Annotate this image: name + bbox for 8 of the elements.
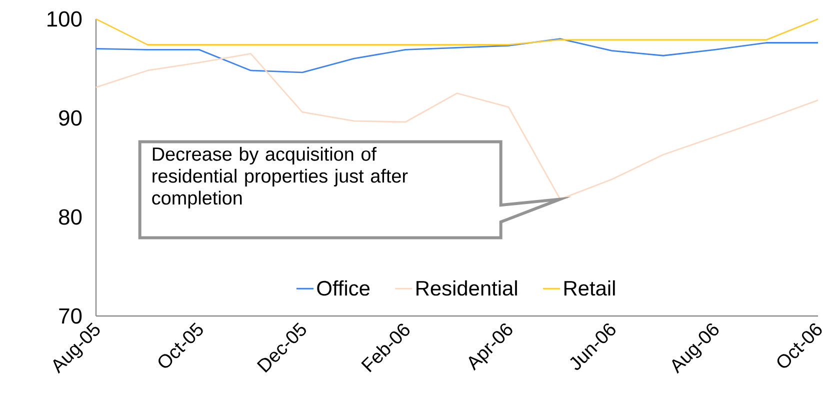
- legend-label: Retail: [564, 280, 615, 296]
- annotation: Decrease by acquisition of residential properties just after completion: [152, 146, 408, 208]
- legend-label: Residential: [416, 280, 517, 296]
- y-tick-label: 80: [59, 209, 82, 225]
- y-tick-label: 90: [59, 110, 82, 126]
- y-tick-label: 100: [48, 11, 82, 27]
- legend-label: Office: [317, 280, 370, 296]
- y-tick-label: 70: [59, 308, 82, 324]
